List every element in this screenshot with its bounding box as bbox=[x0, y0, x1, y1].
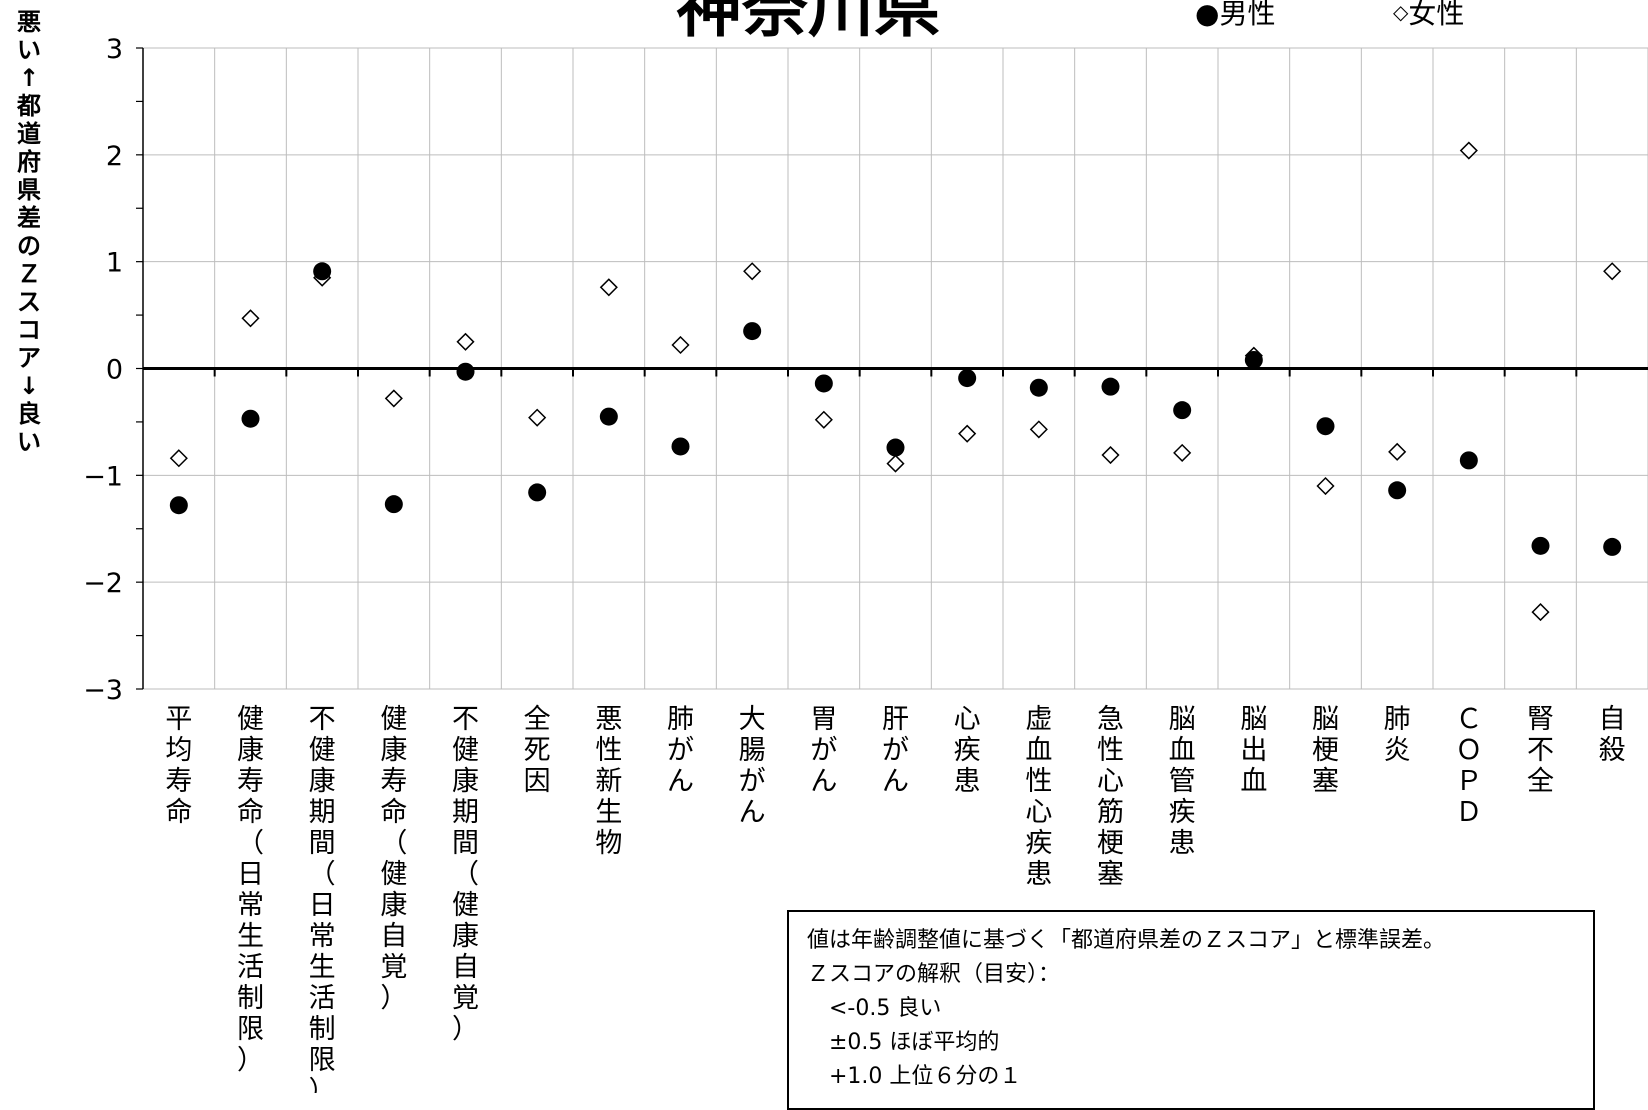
female-point bbox=[1603, 262, 1622, 281]
male-point bbox=[886, 438, 905, 457]
x-category-label: 肺がん bbox=[667, 704, 694, 797]
female-point bbox=[528, 408, 547, 427]
female-point bbox=[599, 278, 618, 297]
annotation-line: +1.0 上位６分の１ bbox=[807, 1064, 1022, 1089]
legend-female-marker: ◇ bbox=[1393, 0, 1409, 24]
male-point bbox=[1459, 451, 1478, 470]
female-point bbox=[169, 449, 188, 468]
axis-layer: 3 2 1 0 −1 −2 −3 bbox=[83, 34, 1648, 706]
x-category-label: 心疾患 bbox=[954, 704, 981, 797]
female-point bbox=[1029, 420, 1048, 439]
marker-layer bbox=[169, 141, 1622, 622]
x-category-label: ＣＯＰＤ bbox=[1455, 704, 1482, 828]
annotation-line: <-0.5 良い bbox=[807, 996, 942, 1021]
y-tick-label: 2 bbox=[106, 141, 123, 172]
y-tick-label: −2 bbox=[83, 568, 123, 599]
legend: ●男性 bbox=[1195, 0, 1275, 32]
male-point bbox=[241, 409, 260, 428]
y-axis-label: 悪い↑ 都道府県差のＺスコア ↓良い bbox=[17, 8, 65, 456]
x-category-label: 脳血管疾患 bbox=[1169, 704, 1196, 859]
female-point bbox=[814, 410, 833, 429]
male-point bbox=[599, 407, 618, 426]
male-point bbox=[1101, 377, 1120, 396]
male-point bbox=[671, 437, 690, 456]
male-point bbox=[1244, 350, 1263, 369]
y-tick-label: 3 bbox=[106, 34, 123, 65]
female-point bbox=[1531, 603, 1550, 622]
x-category-label: 胃がん bbox=[810, 704, 837, 797]
y-tick-label: 1 bbox=[106, 248, 123, 279]
x-category-label: 肺炎 bbox=[1384, 704, 1411, 766]
female-point bbox=[1173, 443, 1192, 462]
x-category-label: 腎不全 bbox=[1527, 704, 1554, 797]
female-point bbox=[456, 332, 475, 351]
male-point bbox=[456, 362, 475, 381]
female-point bbox=[241, 309, 260, 328]
x-category-label: 不健康期間（日常生活制限） bbox=[309, 704, 336, 1093]
legend-female: ◇女性 bbox=[1393, 0, 1464, 32]
male-point bbox=[958, 369, 977, 388]
x-tick-labels: 平均寿命 健康寿命（日常生活制限） 不健康期間（日常生活制限） 健康寿命（健康自覚） 不… bbox=[165, 704, 1625, 1093]
female-point bbox=[743, 262, 762, 281]
female-point bbox=[958, 424, 977, 443]
female-point bbox=[1459, 141, 1478, 160]
male-point bbox=[814, 374, 833, 393]
female-point bbox=[886, 454, 905, 473]
x-category-label: 健康寿命（健康自覚） bbox=[380, 704, 407, 1014]
x-category-label: 悪性新生物 bbox=[595, 704, 622, 859]
x-category-label: 虚血性心疾患 bbox=[1025, 704, 1052, 890]
male-point bbox=[528, 483, 547, 502]
x-category-label: 自殺 bbox=[1599, 704, 1626, 766]
legend-male-marker: ● bbox=[1195, 0, 1220, 30]
male-point bbox=[1316, 417, 1335, 436]
male-point bbox=[1029, 378, 1048, 397]
male-point bbox=[1173, 401, 1192, 420]
female-point bbox=[671, 335, 690, 355]
male-point bbox=[1388, 481, 1407, 500]
x-category-label: 急性心筋梗塞 bbox=[1097, 704, 1124, 890]
female-point bbox=[384, 389, 403, 408]
annotation-line: 値は年齢調整値に基づく「都道府県差のＺスコア」と標準誤差。 bbox=[807, 928, 1446, 953]
male-point bbox=[169, 496, 188, 515]
x-category-label: 脳出血 bbox=[1240, 704, 1267, 797]
x-category-label: 健康寿命（日常生活制限） bbox=[237, 704, 264, 1076]
male-point bbox=[743, 322, 762, 341]
x-category-label: 脳梗塞 bbox=[1312, 704, 1339, 797]
legend-female-label: 女性 bbox=[1408, 0, 1465, 30]
male-point bbox=[1603, 537, 1622, 556]
annotation-line: ±0.5 ほぼ平均的 bbox=[807, 1030, 1000, 1055]
chart-title: 神奈川県 bbox=[676, 0, 940, 46]
female-point bbox=[1316, 476, 1335, 496]
male-point bbox=[313, 262, 332, 281]
y-tick-label: −1 bbox=[83, 461, 123, 492]
annotation-line: Ｚスコアの解釈（目安）： bbox=[807, 962, 1061, 987]
x-category-label: 不健康期間（健康自覚） bbox=[452, 704, 479, 1045]
y-tick-label: 0 bbox=[106, 355, 123, 386]
annotation-box: 値は年齢調整値に基づく「都道府県差のＺスコア」と標準誤差。 Ｚスコアの解釈（目安… bbox=[787, 910, 1595, 1110]
female-point bbox=[1101, 445, 1120, 465]
x-category-label: 大腸がん bbox=[739, 704, 766, 828]
x-category-label: 全死因 bbox=[524, 704, 551, 797]
legend-male-label: 男性 bbox=[1219, 0, 1276, 30]
x-category-label: 平均寿命 bbox=[165, 704, 192, 828]
male-point bbox=[1531, 536, 1550, 555]
male-point bbox=[384, 495, 403, 514]
female-point bbox=[1388, 442, 1407, 461]
x-category-label: 肝がん bbox=[882, 704, 909, 797]
y-tick-label: −3 bbox=[83, 675, 123, 706]
